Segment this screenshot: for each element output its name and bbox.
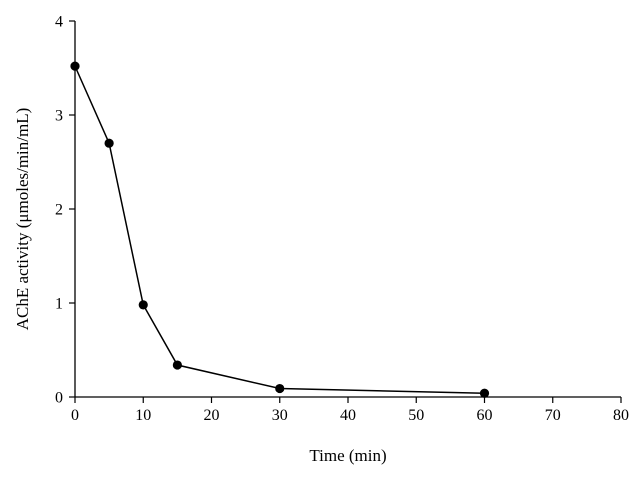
data-point bbox=[275, 383, 285, 394]
data-point bbox=[138, 300, 148, 310]
y-tick-label: 0 bbox=[55, 390, 63, 407]
x-axis-title: Time (min) bbox=[309, 446, 386, 465]
y-tick-label: 1 bbox=[55, 296, 63, 313]
x-tick-label: 20 bbox=[204, 407, 220, 424]
data-point bbox=[104, 138, 114, 148]
x-tick-label: 30 bbox=[272, 407, 288, 424]
x-axis-ticks: 0 10 20 30 40 50 60 70 80 bbox=[71, 397, 629, 424]
data-point bbox=[172, 360, 182, 370]
x-tick-label: 80 bbox=[613, 407, 629, 424]
y-tick-label: 2 bbox=[55, 202, 63, 219]
axes bbox=[74, 21, 621, 398]
y-axis-ticks: 0 1 2 3 4 bbox=[55, 14, 75, 407]
y-tick-label: 3 bbox=[55, 108, 63, 125]
y-axis-title: AChE activity (μmoles/min/mL) bbox=[13, 108, 32, 331]
x-tick-label: 10 bbox=[135, 407, 151, 424]
x-tick-label: 60 bbox=[477, 407, 493, 424]
series-line bbox=[74, 65, 485, 394]
x-tick-label: 40 bbox=[340, 407, 356, 424]
data-point bbox=[479, 388, 490, 398]
x-tick-label: 70 bbox=[545, 407, 561, 424]
data-point bbox=[70, 61, 80, 71]
x-tick-label: 50 bbox=[408, 407, 424, 424]
y-tick-label: 4 bbox=[55, 14, 63, 31]
series-layer bbox=[70, 61, 490, 398]
x-tick-label: 0 bbox=[71, 407, 79, 424]
